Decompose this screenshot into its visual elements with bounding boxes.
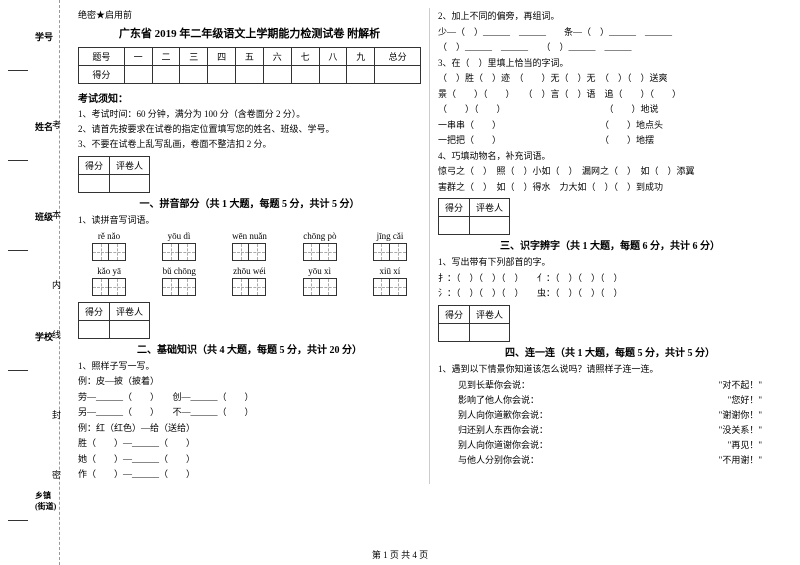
note-2: 2、请首先按要求在试卷的指定位置填写您的姓名、班级、学号。 <box>78 122 421 135</box>
rq4-l0: 惊弓之（ ） 照（ ）小如（ ） 漏网之（ ） 如（ ）添翼 <box>438 165 782 179</box>
sb-line-6 <box>8 520 28 521</box>
match-2: 别人向你道歉你会说："谢谢你！" <box>438 408 782 421</box>
part2-l4: 她（ ）—______（ ） <box>78 453 421 467</box>
match-0: 见到长辈你会说："对不起！" <box>438 378 782 391</box>
score-table: 题号 一 二 三 四 五 六 七 八 九 总分 得分 <box>78 47 421 84</box>
part4-title: 四、连一连（共 1 大题，每题 5 分，共计 5 分） <box>438 344 782 359</box>
part2-l1: 劳—______（ ） 创—______（ ） <box>78 391 421 405</box>
sb-line-1 <box>8 160 28 161</box>
part3-q: 1、写出带有下列部首的字。 <box>438 256 782 270</box>
grader-table-1: 得分评卷人 <box>78 156 150 193</box>
rq3-l1: 景（ ）（ ） （ ）言（ ）语 追（ ）（ ） <box>438 88 782 102</box>
exam-title: 广东省 2019 年二年级语文上学期能力检测试卷 附解析 <box>78 25 421 41</box>
part3-l1: 氵：（ ）（ ）（ ） 虫：（ ）（ ）（ ） <box>438 287 782 301</box>
rq3-t: 3、在（ ）里填上恰当的字词。 <box>438 57 782 71</box>
grader-table-2: 得分评卷人 <box>78 302 150 339</box>
part2-l5: 作（ ）—______（ ） <box>78 468 421 482</box>
sb-line-4 <box>8 370 28 371</box>
page-content: 绝密★启用前 广东省 2019 年二年级语文上学期能力检测试卷 附解析 题号 一… <box>70 8 790 484</box>
match-3: 归还别人东西你会说："没关系！" <box>438 423 782 436</box>
part1-title: 一、拼音部分（共 1 大题，每题 5 分，共计 5 分） <box>78 195 421 210</box>
rq3-l0: （ ）胜（ ）迹 （ ）无（ ）无 （ ）（ ）送爽 <box>438 72 782 86</box>
rq4-t: 4、巧填动物名，补充词语。 <box>438 150 782 164</box>
match-4: 别人向你道谢你会说："再见！" <box>438 438 782 451</box>
sb-note-2: 本 <box>50 210 63 219</box>
sb-note-3: 内 <box>50 280 63 289</box>
part2-ex2: 例：红（红色）—给（送给） <box>78 422 421 436</box>
part2-l3: 胜（ ）—______（ ） <box>78 437 421 451</box>
rq3-l4: 一把把（ ） （ ）地摆 <box>438 134 782 148</box>
match-1: 影响了他人你会说："您好！" <box>438 393 782 406</box>
part3-l0: 扌：（ ）（ ）（ ） 亻：（ ）（ ）（ ） <box>438 272 782 286</box>
score-value-row: 得分 <box>79 66 421 84</box>
sb-note-1: 考 <box>50 120 63 129</box>
page-footer: 第 1 页 共 4 页 <box>0 548 800 561</box>
part2-title: 二、基础知识（共 4 大题，每题 5 分，共计 20 分） <box>78 341 421 356</box>
right-column: 2、加上不同的偏旁，再组词。 少—（ ）______ ______ 条—（ ）_… <box>430 8 790 484</box>
part3-title: 三、识字辨字（共 1 大题，每题 6 分，共计 6 分） <box>438 237 782 252</box>
pinyin-row-2: kǎo yā bǔ chōng zhōu wéi yōu xì xiū xí <box>78 266 421 298</box>
grader-table-4: 得分评卷人 <box>438 305 510 342</box>
part2-q1: 1、照样子写一写。 <box>78 360 421 374</box>
left-column: 绝密★启用前 广东省 2019 年二年级语文上学期能力检测试卷 附解析 题号 一… <box>70 8 430 484</box>
secrecy-mark: 绝密★启用前 <box>78 8 421 21</box>
part1-q: 1、读拼音写词语。 <box>78 214 421 228</box>
binding-sidebar: 学号 姓名 考 班级 本 内 学校 线 封 乡镇(街道) 密 <box>0 0 60 565</box>
sb-line-2 <box>8 250 28 251</box>
sb-note-5: 封 <box>50 410 63 419</box>
notes-list: 1、考试时间：60 分钟，满分为 100 分（含卷面分 2 分）。 2、请首先按… <box>78 107 421 150</box>
sb-note-6: 密 <box>50 470 63 479</box>
score-header-row: 题号 一 二 三 四 五 六 七 八 九 总分 <box>79 48 421 66</box>
sb-label-6: 乡镇(街道) <box>35 490 59 512</box>
pinyin-row-1: rě nǎo yōu dì wēn nuǎn chōng pò jīng cǎi <box>78 231 421 263</box>
rq2-t: 2、加上不同的偏旁，再组词。 <box>438 10 782 24</box>
rq4-l1: 害群之（ ） 如（ ）得水 力大如（ ）（ ）到成功 <box>438 181 782 195</box>
part2-l2: 另—______（ ） 不—______（ ） <box>78 406 421 420</box>
notes-heading: 考试须知： <box>78 90 421 105</box>
rq3-l3: 一串串（ ） （ ）地点头 <box>438 119 782 133</box>
note-1: 1、考试时间：60 分钟，满分为 100 分（含卷面分 2 分）。 <box>78 107 421 120</box>
match-5: 与他人分别你会说："不用谢！" <box>438 453 782 466</box>
sb-note-4: 线 <box>50 330 63 339</box>
part4-q: 1、遇到以下情景你知道该怎么说吗？请照样子连一连。 <box>438 363 782 377</box>
part2-ex1: 例：皮—披（披着） <box>78 375 421 389</box>
rq3-l2: （ ）（ ） （ ）地说 <box>438 103 782 117</box>
rq2-l0: 少—（ ）______ ______ 条—（ ）______ ______ <box>438 26 782 40</box>
note-3: 3、不要在试卷上乱写乱画，卷面不整洁扣 2 分。 <box>78 137 421 150</box>
rq2-l1: （ ）______ ______ （ ）______ ______ <box>438 41 782 55</box>
sb-line-0 <box>8 70 28 71</box>
sb-label-0: 学号 <box>35 30 53 43</box>
grader-table-3: 得分评卷人 <box>438 198 510 235</box>
